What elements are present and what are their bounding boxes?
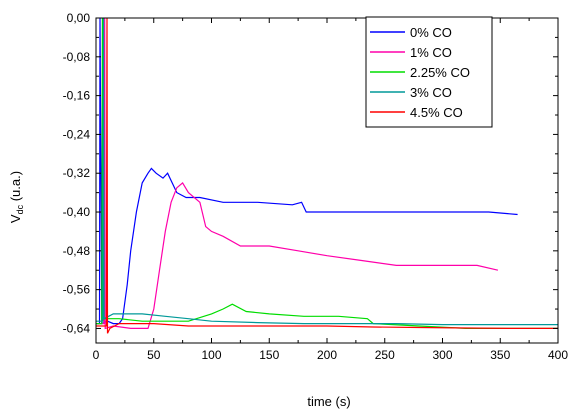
y-tick-label: -0,16 [63, 89, 91, 103]
x-tick-label: 300 [432, 348, 452, 362]
legend-label: 3% CO [410, 85, 452, 100]
legend-label: 4.5% CO [410, 105, 463, 120]
x-tick-label: 250 [375, 348, 395, 362]
y-tick-label: -0,40 [63, 205, 91, 219]
x-axis-title: time (s) [307, 394, 350, 409]
series-line-3 [96, 17, 558, 326]
y-axis-title: Vdc (u.a.) [8, 171, 25, 223]
legend-label: 0% CO [410, 25, 452, 40]
y-tick-label: -0,32 [63, 166, 91, 180]
y-tick-label: -0,56 [63, 283, 91, 297]
series-line-0 [96, 17, 518, 325]
x-tick-label: 150 [259, 348, 279, 362]
legend: 0% CO 1% CO 2.25% CO 3% CO 4.5% CO [365, 16, 493, 128]
y-axis-title-subscript: dc [15, 204, 25, 214]
plot-area: 0 50 100 150 200 250 300 350 400 0,00 -0,08 -0,16 -0… [63, 11, 569, 362]
legend-label: 2.25% CO [410, 65, 470, 80]
x-tick-label: 0 [93, 348, 100, 362]
y-tick-label: -0,64 [63, 321, 91, 335]
x-tick-label: 200 [317, 348, 337, 362]
series-line-2 [96, 17, 558, 329]
x-tick-label: 50 [147, 348, 161, 362]
series-line-4 [96, 17, 558, 334]
x-tick-label: 400 [548, 348, 568, 362]
legend-label: 1% CO [410, 45, 452, 60]
x-tick-label: 350 [490, 348, 510, 362]
y-tick-label: -0,24 [63, 127, 91, 141]
y-axis-title-unit: (u.a.) [8, 171, 23, 205]
y-tick-label: -0,48 [63, 244, 91, 258]
series-line-1 [96, 17, 499, 330]
x-tick-label: 100 [201, 348, 221, 362]
y-axis-title-main: V [8, 214, 23, 223]
y-tick-label: -0,08 [63, 50, 91, 64]
y-tick-label: 0,00 [67, 11, 91, 25]
